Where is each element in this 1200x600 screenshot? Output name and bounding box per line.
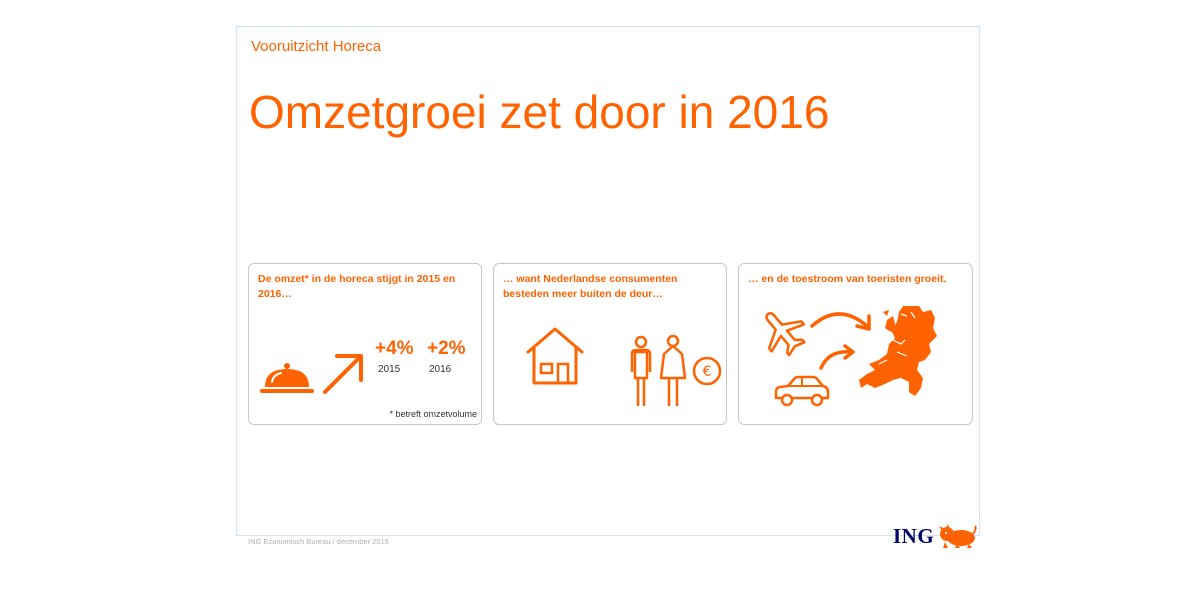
arrow-up-right-icon	[323, 354, 363, 394]
card-consumenten-text: … want Nederlandse consumenten besteden …	[503, 273, 678, 300]
curved-arrow-icon	[810, 312, 871, 331]
netherlands-map-icon	[859, 306, 937, 396]
card-consumenten: … want Nederlandse consumenten besteden …	[493, 263, 727, 425]
woman-icon	[659, 334, 687, 406]
footer-credit: ING Economisch Bureau / december 2015	[248, 537, 389, 546]
card-toeristen: … en de toestroom van toeristen groeit.	[738, 263, 973, 425]
stat-2016-year: 2016	[429, 364, 452, 375]
ing-logo-text: ING	[893, 523, 935, 548]
slide-subtitle: Vooruitzicht Horeca	[251, 38, 382, 55]
stat-2015-value: +4%	[375, 338, 414, 359]
stat-2016-value: +2%	[427, 338, 466, 359]
lion-icon	[939, 524, 977, 548]
card-toeristen-text: … en de toestroom van toeristen groeit.	[748, 273, 947, 285]
man-icon	[630, 335, 652, 406]
slide-frame: Vooruitzicht Horeca Omzetgroei zet door …	[236, 26, 980, 536]
cloche-icon	[260, 363, 314, 393]
card-omzet-footnote: * betreft omzetvolume	[389, 409, 477, 419]
card-omzet: De omzet* in de horeca stijgt in 2015 en…	[248, 263, 482, 425]
euro-coin-icon: €	[692, 356, 722, 386]
svg-text:€: €	[703, 364, 712, 380]
house-icon	[526, 327, 584, 385]
card-omzet-text: De omzet* in de horeca stijgt in 2015 en…	[258, 273, 456, 300]
airplane-icon	[765, 311, 806, 357]
ing-logo: ING	[893, 520, 977, 552]
stat-2015-year: 2015	[378, 364, 401, 375]
car-icon	[774, 375, 830, 407]
slide-title: Omzetgroei zet door in 2016	[249, 86, 830, 138]
curved-arrow-icon-2	[819, 344, 855, 370]
